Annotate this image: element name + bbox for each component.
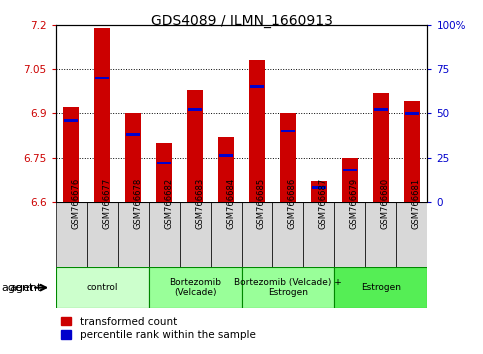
FancyBboxPatch shape	[117, 202, 149, 269]
Bar	[157, 161, 171, 164]
Text: GDS4089 / ILMN_1660913: GDS4089 / ILMN_1660913	[151, 14, 332, 28]
FancyBboxPatch shape	[86, 202, 117, 269]
Bar	[249, 60, 265, 202]
Bar	[219, 154, 233, 157]
Text: Estrogen: Estrogen	[361, 283, 401, 292]
Bar	[125, 113, 141, 202]
Text: GSM766683: GSM766683	[195, 178, 204, 229]
Text: GSM766676: GSM766676	[71, 178, 80, 229]
Bar	[126, 133, 140, 136]
FancyBboxPatch shape	[397, 202, 427, 269]
Text: GSM766686: GSM766686	[288, 178, 297, 229]
Bar	[250, 85, 264, 88]
Bar	[373, 93, 389, 202]
Bar	[405, 112, 419, 115]
FancyBboxPatch shape	[272, 202, 303, 269]
Text: GSM766682: GSM766682	[164, 178, 173, 229]
Bar	[374, 108, 388, 111]
FancyBboxPatch shape	[334, 202, 366, 269]
FancyBboxPatch shape	[149, 202, 180, 269]
FancyBboxPatch shape	[242, 202, 272, 269]
FancyBboxPatch shape	[56, 202, 86, 269]
FancyBboxPatch shape	[149, 267, 242, 308]
Text: control: control	[86, 283, 118, 292]
Bar	[218, 137, 234, 202]
Text: GSM766680: GSM766680	[381, 178, 390, 229]
Text: GSM766684: GSM766684	[226, 178, 235, 229]
FancyBboxPatch shape	[211, 202, 242, 269]
FancyBboxPatch shape	[334, 267, 427, 308]
Bar	[342, 158, 358, 202]
Text: GSM766677: GSM766677	[102, 178, 111, 229]
Bar	[63, 107, 79, 202]
FancyBboxPatch shape	[242, 267, 334, 308]
Legend: transformed count, percentile rank within the sample: transformed count, percentile rank withi…	[61, 317, 256, 340]
Bar	[187, 90, 203, 202]
Text: GSM766678: GSM766678	[133, 178, 142, 229]
Text: Bortezomib (Velcade) +
Estrogen: Bortezomib (Velcade) + Estrogen	[234, 278, 342, 297]
Text: agent: agent	[1, 282, 33, 293]
FancyBboxPatch shape	[366, 202, 397, 269]
Bar	[188, 108, 202, 111]
Text: GSM766681: GSM766681	[412, 178, 421, 229]
FancyBboxPatch shape	[303, 202, 334, 269]
FancyBboxPatch shape	[56, 267, 149, 308]
Bar	[94, 28, 110, 202]
Bar	[156, 143, 172, 202]
Text: GSM766679: GSM766679	[350, 178, 359, 229]
Text: GSM766687: GSM766687	[319, 178, 328, 229]
FancyBboxPatch shape	[180, 202, 211, 269]
Bar	[281, 130, 295, 132]
Bar	[64, 119, 78, 122]
Text: GSM766685: GSM766685	[257, 178, 266, 229]
Text: agent: agent	[10, 282, 42, 293]
Text: Bortezomib
(Velcade): Bortezomib (Velcade)	[169, 278, 221, 297]
Bar	[280, 113, 296, 202]
Bar	[312, 186, 326, 189]
Bar	[343, 169, 357, 171]
Bar	[95, 76, 109, 79]
Bar	[404, 102, 420, 202]
Bar	[311, 181, 327, 202]
